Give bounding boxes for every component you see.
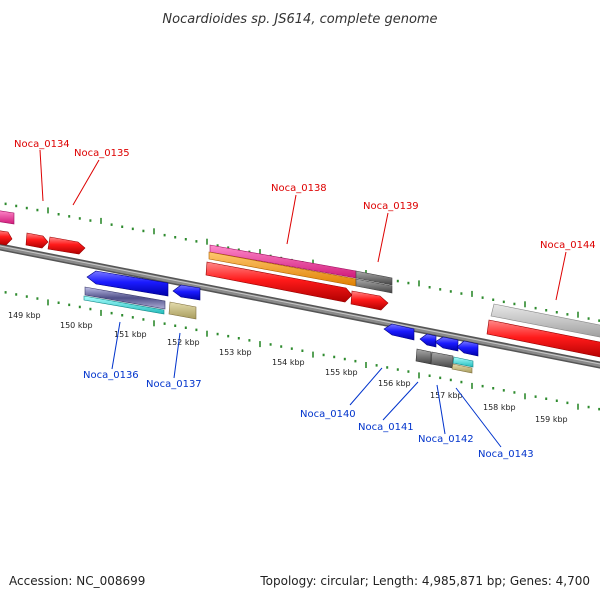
tick-label: 149 kbp xyxy=(8,311,41,320)
gene-feature[interactable] xyxy=(451,363,473,374)
gene-label[interactable]: Noca_0138 xyxy=(271,183,327,194)
gene-arrow[interactable] xyxy=(205,261,353,303)
gene-arrow[interactable] xyxy=(86,270,169,297)
map-title: Nocardioides sp. JS614, complete genome xyxy=(162,12,437,27)
gene-arrow[interactable] xyxy=(419,333,437,348)
gene-arrow[interactable] xyxy=(0,230,13,246)
leader-lines xyxy=(39,149,567,448)
gene-arrow[interactable] xyxy=(434,336,459,352)
accession-label: Accession: NC_008699 xyxy=(9,574,145,588)
gene-label[interactable]: Noca_0135 xyxy=(74,148,130,159)
gene-feature[interactable] xyxy=(490,303,600,339)
tick-label: 153 kbp xyxy=(219,348,252,357)
gene-arrow[interactable] xyxy=(350,290,389,311)
gene-feature[interactable] xyxy=(355,270,393,286)
reverse-scale-ticks xyxy=(4,291,600,411)
tick-label: 151 kbp xyxy=(114,330,147,339)
gene-feature[interactable] xyxy=(415,348,432,365)
gene-label[interactable]: Noca_0140 xyxy=(300,409,356,420)
gene-label[interactable]: Noca_0134 xyxy=(14,139,70,150)
gene-arrow[interactable] xyxy=(486,319,600,359)
gene-label[interactable]: Noca_0144 xyxy=(540,240,596,251)
genome-summary: Topology: circular; Length: 4,985,871 bp… xyxy=(259,574,590,588)
gene-label[interactable]: Noca_0142 xyxy=(418,434,474,445)
tick-label: 157 kbp xyxy=(430,391,463,400)
gene-arrow[interactable] xyxy=(456,340,479,357)
genome-backbone xyxy=(0,243,600,369)
scale-labels: 149 kbp 150 kbp 151 kbp 152 kbp 153 kbp … xyxy=(8,311,568,424)
gene-label[interactable]: Noca_0141 xyxy=(358,422,414,433)
tick-label: 152 kbp xyxy=(167,338,200,347)
tick-label: 150 kbp xyxy=(60,321,93,330)
gene-arrow[interactable] xyxy=(47,236,86,255)
gene-feature[interactable] xyxy=(355,278,393,294)
tick-label: 155 kbp xyxy=(325,368,358,377)
gene-arrow[interactable] xyxy=(25,232,49,249)
gene-arrow[interactable] xyxy=(383,323,415,341)
gene-labels-forward: Noca_0134 Noca_0135 Noca_0138 Noca_0139 … xyxy=(14,139,596,251)
gene-arrow[interactable] xyxy=(172,284,201,301)
gene-label[interactable]: Noca_0136 xyxy=(83,370,139,381)
gene-label[interactable]: Noca_0143 xyxy=(478,449,534,460)
gene-feature[interactable] xyxy=(84,286,166,310)
gene-label[interactable]: Noca_0137 xyxy=(146,379,202,390)
gene-labels-reverse: Noca_0136 Noca_0137 Noca_0140 Noca_0141 … xyxy=(83,370,534,460)
gene-label[interactable]: Noca_0139 xyxy=(363,201,419,212)
forward-strand-genes xyxy=(0,210,600,359)
gene-feature[interactable] xyxy=(0,210,15,225)
gene-feature[interactable] xyxy=(168,301,197,320)
tick-label: 158 kbp xyxy=(483,403,516,412)
gene-feature[interactable] xyxy=(430,351,454,369)
gene-feature[interactable] xyxy=(83,295,165,315)
reverse-strand-genes xyxy=(83,270,479,374)
tick-label: 159 kbp xyxy=(535,415,568,424)
tick-label: 156 kbp xyxy=(378,379,411,388)
gene-feature[interactable] xyxy=(452,356,474,368)
tick-label: 154 kbp xyxy=(272,358,305,367)
